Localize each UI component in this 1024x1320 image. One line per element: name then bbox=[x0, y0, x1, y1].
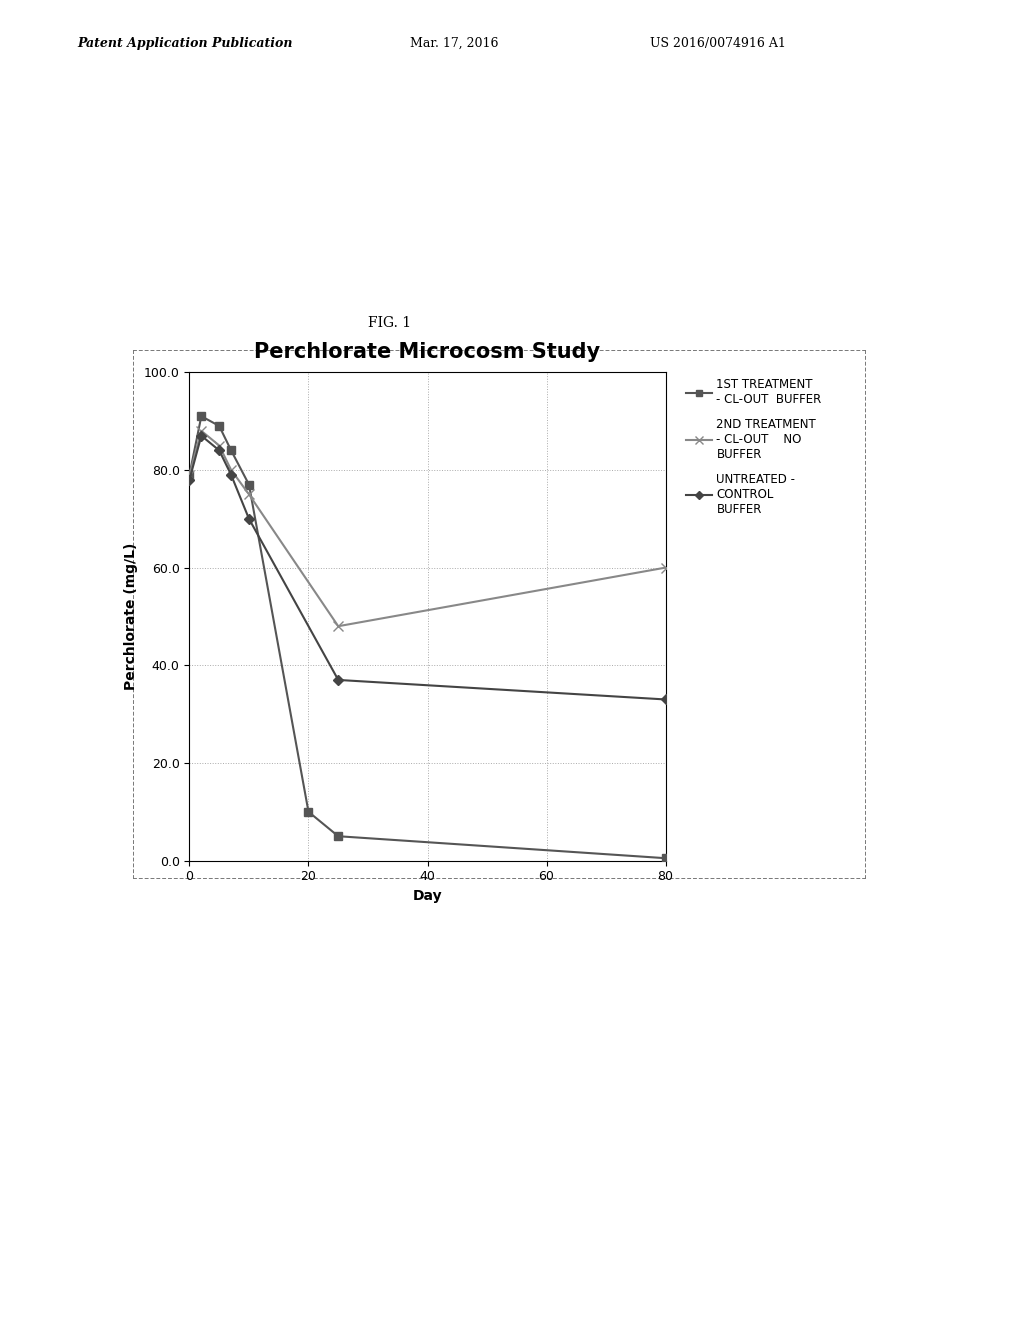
UNTREATED -
CONTROL
BUFFER bbox=[183, 471, 196, 487]
Y-axis label: Perchlorate (mg/L): Perchlorate (mg/L) bbox=[124, 543, 138, 690]
Line: UNTREATED -
CONTROL
BUFFER: UNTREATED - CONTROL BUFFER bbox=[186, 432, 669, 704]
Title: Perchlorate Microcosm Study: Perchlorate Microcosm Study bbox=[254, 342, 601, 363]
Legend: 1ST TREATMENT
- CL-OUT  BUFFER, 2ND TREATMENT
- CL-OUT    NO
BUFFER, UNTREATED -: 1ST TREATMENT - CL-OUT BUFFER, 2ND TREAT… bbox=[686, 378, 821, 516]
Text: Patent Application Publication: Patent Application Publication bbox=[77, 37, 292, 50]
2ND TREATMENT
- CL-OUT    NO
BUFFER bbox=[243, 487, 255, 503]
1ST TREATMENT
- CL-OUT  BUFFER bbox=[213, 418, 225, 434]
Line: 2ND TREATMENT
- CL-OUT    NO
BUFFER: 2ND TREATMENT - CL-OUT NO BUFFER bbox=[184, 426, 671, 631]
UNTREATED -
CONTROL
BUFFER bbox=[225, 467, 238, 483]
Text: Mar. 17, 2016: Mar. 17, 2016 bbox=[410, 37, 498, 50]
1ST TREATMENT
- CL-OUT  BUFFER bbox=[196, 408, 208, 424]
2ND TREATMENT
- CL-OUT    NO
BUFFER bbox=[196, 422, 208, 438]
UNTREATED -
CONTROL
BUFFER bbox=[213, 442, 225, 458]
Text: FIG. 1: FIG. 1 bbox=[368, 317, 411, 330]
1ST TREATMENT
- CL-OUT  BUFFER bbox=[225, 442, 238, 458]
Text: US 2016/0074916 A1: US 2016/0074916 A1 bbox=[650, 37, 786, 50]
UNTREATED -
CONTROL
BUFFER bbox=[332, 672, 344, 688]
UNTREATED -
CONTROL
BUFFER bbox=[243, 511, 255, 527]
Line: 1ST TREATMENT
- CL-OUT  BUFFER: 1ST TREATMENT - CL-OUT BUFFER bbox=[185, 412, 670, 862]
1ST TREATMENT
- CL-OUT  BUFFER bbox=[332, 829, 344, 845]
UNTREATED -
CONTROL
BUFFER bbox=[659, 692, 672, 708]
2ND TREATMENT
- CL-OUT    NO
BUFFER bbox=[659, 560, 672, 576]
2ND TREATMENT
- CL-OUT    NO
BUFFER bbox=[332, 618, 344, 634]
2ND TREATMENT
- CL-OUT    NO
BUFFER bbox=[183, 467, 196, 483]
UNTREATED -
CONTROL
BUFFER bbox=[196, 428, 208, 444]
X-axis label: Day: Day bbox=[413, 888, 442, 903]
1ST TREATMENT
- CL-OUT  BUFFER bbox=[659, 850, 672, 866]
2ND TREATMENT
- CL-OUT    NO
BUFFER bbox=[213, 438, 225, 454]
2ND TREATMENT
- CL-OUT    NO
BUFFER bbox=[225, 462, 238, 478]
1ST TREATMENT
- CL-OUT  BUFFER bbox=[183, 467, 196, 483]
1ST TREATMENT
- CL-OUT  BUFFER bbox=[302, 804, 314, 820]
1ST TREATMENT
- CL-OUT  BUFFER bbox=[243, 477, 255, 492]
